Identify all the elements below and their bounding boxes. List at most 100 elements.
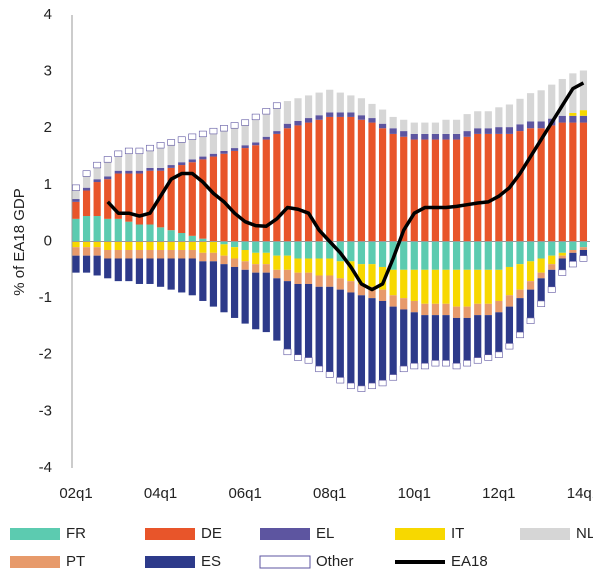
bar-segment	[537, 90, 545, 122]
bar-segment	[431, 315, 440, 361]
bar-segment	[114, 258, 122, 282]
bar-segment	[315, 119, 323, 242]
bar-segment	[442, 133, 450, 140]
bar-segment	[474, 111, 482, 129]
bar-segment	[579, 115, 588, 123]
bar-segment	[230, 150, 239, 242]
legend-label: Other	[316, 553, 354, 570]
bar-segment	[273, 278, 281, 341]
bar-segment	[326, 275, 334, 287]
bar-segment	[209, 252, 218, 262]
bar-segment	[199, 156, 207, 160]
bar-segment	[569, 112, 577, 116]
bar-segment	[209, 133, 218, 154]
bar-segment	[252, 272, 260, 330]
bar-segment	[410, 122, 418, 134]
bar-segment	[389, 306, 397, 375]
bar-segment	[420, 362, 429, 370]
bar-segment	[156, 142, 165, 149]
bar-segment	[82, 190, 91, 217]
bar-segment	[93, 161, 102, 169]
bar-segment	[431, 139, 440, 242]
bar-segment	[484, 241, 492, 270]
bar-segment	[505, 104, 514, 128]
bar-segment	[220, 241, 228, 245]
legend-swatch	[10, 528, 60, 540]
bar-segment	[336, 377, 345, 384]
bar-segment	[484, 303, 492, 316]
bar-segment	[125, 258, 133, 282]
bar-segment	[569, 241, 577, 250]
bar-segment	[463, 360, 472, 367]
legend-label: IT	[451, 525, 464, 542]
bar-segment	[474, 241, 482, 270]
bar-segment	[230, 266, 239, 318]
bar-segment	[294, 283, 302, 355]
bar-segment	[230, 128, 239, 149]
bar-segment	[315, 258, 323, 276]
bar-segment	[198, 130, 207, 138]
bar-segment	[431, 269, 440, 304]
y-tick-label: 2	[44, 119, 52, 136]
bar-segment	[135, 224, 144, 242]
bar-segment	[548, 241, 556, 256]
bar-segment	[241, 269, 249, 324]
bar-segment	[252, 252, 260, 265]
bar-segment	[579, 247, 588, 250]
bar-segment	[283, 123, 292, 129]
bar-segment	[431, 360, 440, 367]
bar-segment	[368, 103, 376, 119]
bar-segment	[389, 295, 397, 307]
bar-segment	[283, 269, 292, 282]
bar-segment	[442, 241, 450, 270]
bar-segment	[104, 179, 112, 219]
bar-segment	[146, 150, 154, 168]
bar-segment	[484, 315, 492, 355]
bar-segment	[548, 264, 556, 270]
bar-segment	[167, 258, 175, 290]
bar-segment	[315, 115, 323, 120]
bar-segment	[178, 233, 186, 242]
bar-segment	[336, 112, 344, 117]
bar-segment	[474, 133, 482, 242]
legend-swatch	[145, 528, 195, 540]
bar-segment	[389, 374, 398, 381]
bar-segment	[294, 241, 302, 259]
bar-segment	[72, 184, 80, 191]
bar-segment	[135, 249, 144, 259]
bar-segment	[389, 269, 397, 296]
bar-segment	[431, 133, 440, 140]
bar-segment	[537, 278, 545, 301]
bar-segment	[135, 258, 144, 284]
bar-segment	[389, 116, 397, 129]
y-tick-label: -3	[39, 402, 52, 419]
bar-segment	[442, 139, 450, 242]
bar-segment	[156, 258, 165, 287]
bar-segment	[378, 123, 387, 129]
bar-segment	[558, 258, 566, 270]
bar-segment	[272, 102, 281, 109]
bar-segment	[72, 247, 80, 256]
bar-segment	[82, 241, 91, 248]
bar-segment	[93, 179, 101, 183]
bar-segment	[400, 136, 408, 242]
bar-segment	[262, 108, 271, 115]
bar-segment	[82, 170, 91, 177]
legend-swatch	[520, 528, 570, 540]
bar-segment	[209, 241, 218, 253]
bar-segment	[178, 258, 186, 293]
bar-segment	[399, 365, 408, 373]
bar-segment	[368, 286, 376, 299]
bar-segment	[135, 241, 144, 250]
bar-segment	[93, 247, 101, 256]
legend-label: ES	[201, 553, 221, 570]
bar-segment	[304, 241, 313, 259]
bar-segment	[484, 354, 493, 361]
bar-segment	[326, 286, 334, 372]
bar-segment	[125, 241, 133, 250]
bar-segment	[283, 128, 292, 242]
bar-segment	[220, 244, 228, 256]
bar-segment	[304, 357, 313, 364]
bar-segment	[495, 107, 503, 128]
bar-segment	[378, 241, 387, 267]
